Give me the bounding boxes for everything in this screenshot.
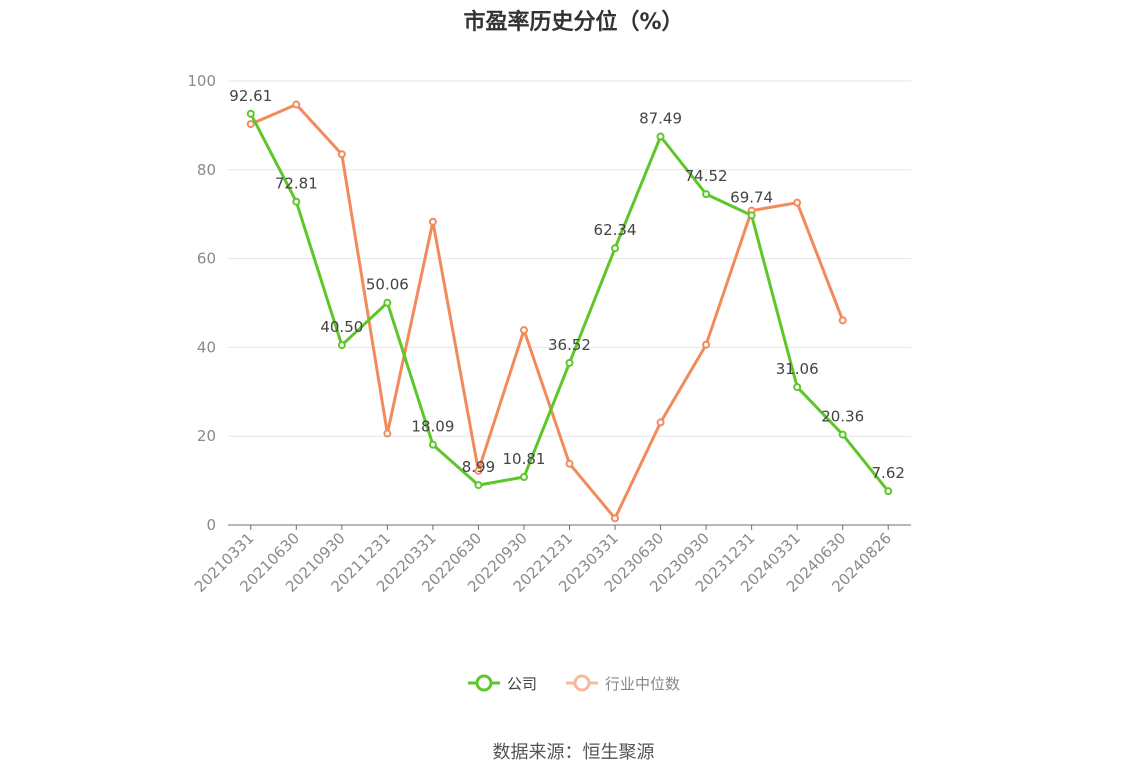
legend: 公司 行业中位数 xyxy=(0,672,1147,694)
series-line-industry xyxy=(250,103,845,520)
data-label: 10.81 xyxy=(502,450,545,468)
data-label: 50.06 xyxy=(366,276,409,294)
data-point-company xyxy=(474,481,483,490)
data-label: 8.99 xyxy=(462,458,495,476)
legend-item-company[interactable]: 公司 xyxy=(467,672,537,694)
y-tick-label: 60 xyxy=(197,250,216,268)
data-point-company xyxy=(565,358,574,367)
data-point-industry xyxy=(383,429,392,438)
data-point-company xyxy=(793,383,802,392)
data-point-industry xyxy=(656,418,665,427)
data-point-company xyxy=(702,190,711,199)
legend-industry-icon xyxy=(566,674,598,692)
data-label: 74.52 xyxy=(685,167,728,185)
data-point-company xyxy=(292,197,301,206)
grid-layer xyxy=(228,80,911,437)
data-point-company xyxy=(519,473,528,482)
data-point-industry xyxy=(337,150,346,159)
data-label: 87.49 xyxy=(639,110,682,128)
legend-company-label: 公司 xyxy=(506,674,537,693)
legend-item-industry[interactable]: 行业中位数 xyxy=(565,672,680,694)
data-label: 31.06 xyxy=(776,360,819,378)
y-tick-label: 20 xyxy=(197,427,216,445)
data-point-industry xyxy=(838,316,847,325)
data-label: 36.52 xyxy=(548,336,591,354)
y-tick-label: 0 xyxy=(206,516,216,534)
y-tick-label: 100 xyxy=(187,72,216,90)
data-point-industry xyxy=(702,340,711,349)
legend-company-icon xyxy=(467,674,500,692)
data-label: 18.09 xyxy=(411,418,454,436)
data-point-company xyxy=(337,341,346,350)
label-layer: 92.61 72.81 40.50 50.06 18.09 8.99 10.81 36.52 6… xyxy=(229,87,905,482)
data-point-industry xyxy=(292,100,301,109)
data-label: 40.50 xyxy=(320,318,363,336)
data-point-company xyxy=(884,487,893,496)
axis-layer: 0204060801002021033120210630202109302021… xyxy=(187,72,911,596)
data-point-company xyxy=(611,244,620,253)
data-label: 69.74 xyxy=(730,188,773,206)
data-point-industry xyxy=(565,459,574,468)
data-point-company xyxy=(656,132,665,141)
legend-industry-label: 行业中位数 xyxy=(605,674,681,693)
data-point-industry xyxy=(474,466,483,475)
data-label: 72.81 xyxy=(275,175,318,193)
data-point-company xyxy=(747,211,756,220)
data-point-industry xyxy=(611,514,620,523)
data-point-industry xyxy=(428,217,437,226)
chart-title: 市盈率历史分位（%） xyxy=(463,10,684,35)
data-label: 92.61 xyxy=(229,87,272,105)
data-point-company xyxy=(838,430,847,439)
data-point-industry xyxy=(793,198,802,207)
chart-plot: 0204060801002021033120210630202109302021… xyxy=(187,72,911,596)
data-point-industry xyxy=(519,326,528,335)
data-point-industry xyxy=(246,120,255,129)
data-label: 62.34 xyxy=(594,221,637,239)
y-tick-label: 80 xyxy=(197,161,216,179)
series-line-company xyxy=(249,113,890,493)
data-point-company xyxy=(383,298,392,307)
data-label: 7.62 xyxy=(872,464,905,482)
data-point-company xyxy=(428,440,437,449)
series-layer xyxy=(246,100,893,523)
data-label: 20.36 xyxy=(821,408,864,426)
data-point-company xyxy=(246,109,255,118)
data-source: 数据来源：恒生聚源 xyxy=(492,742,655,763)
y-tick-label: 40 xyxy=(197,338,216,356)
